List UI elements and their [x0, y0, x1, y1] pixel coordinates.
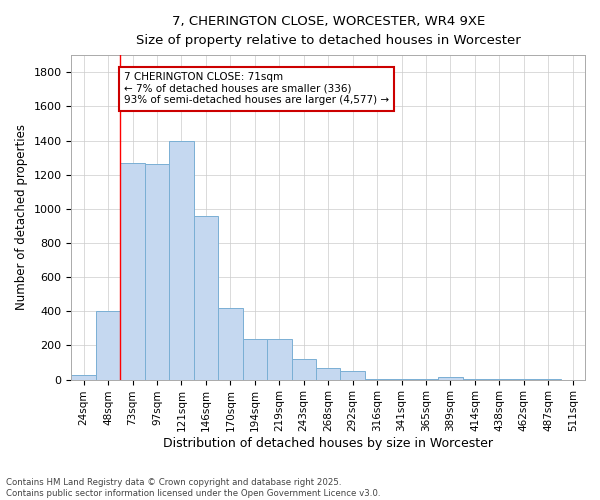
Title: 7, CHERINGTON CLOSE, WORCESTER, WR4 9XE
Size of property relative to detached ho: 7, CHERINGTON CLOSE, WORCESTER, WR4 9XE …	[136, 15, 521, 47]
Bar	[145, 164, 169, 380]
Text: Contains HM Land Registry data © Crown copyright and database right 2025.
Contai: Contains HM Land Registry data © Crown c…	[6, 478, 380, 498]
X-axis label: Distribution of detached houses by size in Worcester: Distribution of detached houses by size …	[163, 437, 493, 450]
Bar	[365, 378, 389, 380]
Bar	[316, 368, 340, 380]
Bar	[96, 312, 121, 380]
Bar	[242, 340, 267, 380]
Bar	[414, 378, 438, 380]
Bar	[194, 216, 218, 380]
Bar	[389, 378, 414, 380]
Bar	[463, 378, 487, 380]
Bar	[438, 376, 463, 380]
Y-axis label: Number of detached properties: Number of detached properties	[15, 124, 28, 310]
Bar	[292, 359, 316, 380]
Bar	[218, 308, 242, 380]
Bar	[487, 379, 512, 380]
Bar	[169, 140, 194, 380]
Bar	[340, 371, 365, 380]
Bar	[267, 340, 292, 380]
Text: 7 CHERINGTON CLOSE: 71sqm
← 7% of detached houses are smaller (336)
93% of semi-: 7 CHERINGTON CLOSE: 71sqm ← 7% of detach…	[124, 72, 389, 106]
Bar	[71, 376, 96, 380]
Bar	[121, 162, 145, 380]
